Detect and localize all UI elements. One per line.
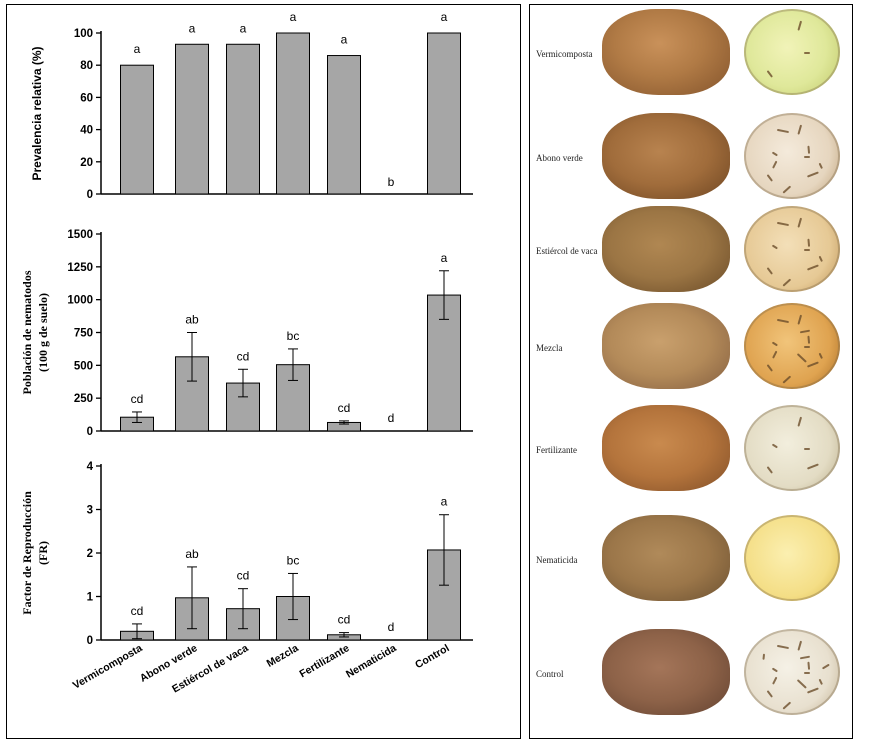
significance-letter-0-5: b: [388, 175, 395, 189]
petri-dish-photo-0: [744, 9, 840, 95]
photo-label-5: Nematicida: [536, 555, 578, 565]
y-tick-label-0-4: 80: [80, 60, 93, 72]
y-tick-label-2-3: 3: [87, 505, 93, 517]
photo-label-3: Mezcla: [536, 343, 563, 353]
y-tick-label-1-3: 750: [74, 328, 93, 340]
bar-0-4: [327, 55, 361, 195]
photo-label-6: Control: [536, 669, 564, 679]
petri-dish-photo-2: [744, 206, 840, 292]
photo-label-2: Estiércol de vaca: [536, 246, 598, 256]
soil-sample-photo-0: [602, 9, 730, 95]
petri-dish-photo-6: [744, 629, 840, 715]
soil-sample-photo-5: [602, 515, 730, 601]
significance-letter-2-6: a: [441, 495, 448, 509]
petri-dish-photo-4: [744, 405, 840, 491]
bar-0-3: [276, 32, 310, 195]
petri-dish-photo-1: [744, 113, 840, 199]
significance-letter-0-1: a: [189, 21, 196, 35]
photo-label-4: Fertilizante: [536, 445, 577, 455]
nematode-mark: [804, 52, 810, 54]
bar-0-1: [175, 43, 209, 195]
significance-letter-1-1: ab: [185, 313, 199, 327]
x-tick-label-4: Fertilizante: [297, 642, 351, 680]
y-tick-label-1-6: 1500: [67, 229, 93, 241]
x-tick-label-5: Nematicida: [344, 642, 399, 680]
significance-letter-2-3: bc: [287, 553, 300, 567]
nematode-mark: [804, 156, 810, 158]
nematode-mark: [804, 346, 810, 348]
y-axis-label-2-0: Factor de Reproducción: [20, 491, 34, 615]
nematode-mark: [804, 672, 810, 674]
y-tick-label-0-2: 40: [80, 125, 93, 137]
significance-letter-0-4: a: [341, 33, 348, 47]
y-axis-label-1-0: Población de nematodos: [20, 270, 34, 394]
y-tick-label-0-0: 0: [87, 189, 93, 201]
bar-0-0: [120, 64, 154, 195]
y-tick-label-2-0: 0: [87, 635, 93, 647]
nematode-mark: [807, 661, 810, 670]
nematode-mark: [804, 448, 810, 450]
y-tick-label-2-2: 2: [87, 548, 93, 560]
nematode-mark: [804, 249, 810, 251]
photo-label-1: Abono verde: [536, 153, 583, 163]
significance-letter-1-5: d: [388, 411, 395, 425]
x-tick-label-3: Mezcla: [265, 642, 301, 670]
significance-letter-1-3: bc: [287, 329, 300, 343]
petri-dish-photo-5: [744, 515, 840, 601]
significance-letter-1-0: cd: [131, 392, 144, 406]
photo-label-0: Vermicomposta: [536, 49, 593, 59]
nematode-mark: [762, 653, 765, 660]
y-axis-label-1-1: (100 g de suelo): [36, 293, 50, 372]
significance-letter-0-3: a: [290, 10, 297, 24]
significance-letter-1-2: cd: [237, 349, 250, 363]
soil-sample-photo-4: [602, 405, 730, 491]
y-tick-label-0-5: 100: [74, 28, 93, 40]
bar-0-2: [226, 43, 260, 195]
soil-sample-photo-6: [602, 629, 730, 715]
y-tick-label-1-5: 1250: [67, 262, 93, 274]
soil-sample-photo-3: [602, 303, 730, 389]
y-tick-label-1-2: 500: [74, 360, 93, 372]
y-tick-label-1-1: 250: [74, 393, 93, 405]
significance-letter-0-6: a: [441, 10, 448, 24]
significance-letter-2-2: cd: [237, 569, 250, 583]
soil-sample-photo-1: [602, 113, 730, 199]
soil-sample-photo-2: [602, 206, 730, 292]
y-tick-label-2-1: 1: [87, 592, 94, 604]
charts-panel: 0 20 40 60 80 100 Prevalencia relativa (%) a a a a…: [6, 4, 521, 739]
x-tick-label-6: Control: [413, 642, 451, 671]
y-axis-label-2-1: (FR): [36, 541, 50, 565]
y-tick-label-0-3: 60: [80, 92, 93, 104]
significance-letter-2-0: cd: [131, 604, 144, 618]
y-tick-label-0-1: 20: [80, 157, 93, 169]
y-tick-label-1-4: 1000: [67, 295, 93, 307]
nematode-mark: [807, 238, 810, 247]
significance-letter-0-0: a: [134, 42, 141, 56]
x-tick-label-0: Vermicomposta: [71, 642, 145, 692]
significance-letter-2-1: ab: [185, 547, 199, 561]
photos-panel: Vermicomposta Abono verde Estiércol de vac…: [529, 4, 853, 739]
nematode-mark: [807, 145, 810, 154]
significance-letter-2-4: cd: [338, 613, 351, 627]
petri-dish-photo-3: [744, 303, 840, 389]
significance-letter-2-5: d: [388, 620, 395, 634]
bar-0-6: [427, 32, 461, 195]
y-tick-label-2-4: 4: [87, 461, 94, 473]
significance-letter-1-6: a: [441, 251, 448, 265]
y-axis-label-0-0: Prevalencia relativa (%): [30, 46, 44, 180]
nematode-mark: [807, 335, 810, 344]
significance-letter-0-2: a: [240, 21, 247, 35]
y-tick-label-1-0: 0: [87, 426, 93, 438]
significance-letter-1-4: cd: [338, 401, 351, 415]
